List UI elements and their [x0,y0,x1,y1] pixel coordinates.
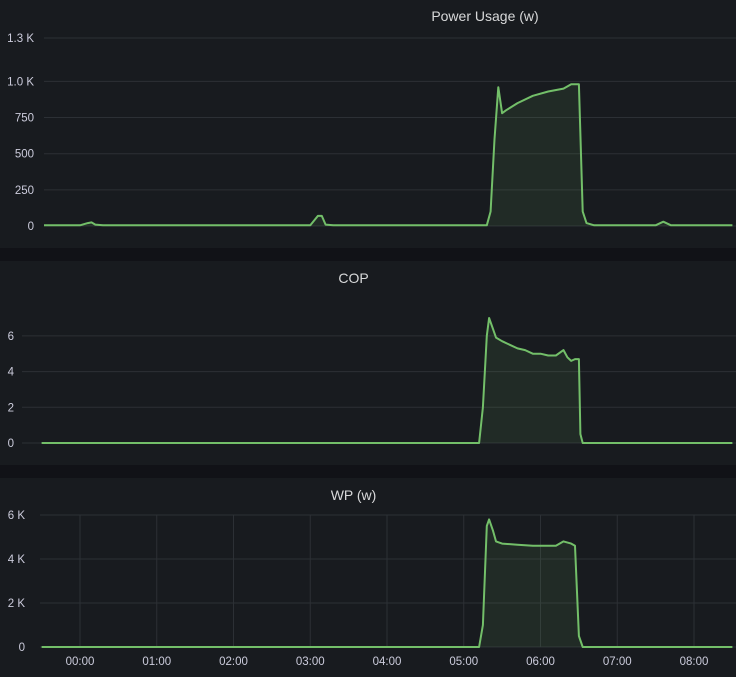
cop-title: COP [338,270,369,286]
y-tick-label: 0 [8,438,14,450]
power-usage-title: Power Usage (w) [431,8,539,24]
x-tick-label: 05:00 [449,656,478,668]
x-tick-label: 03:00 [296,656,325,668]
y-tick-label: 1.3 K [7,33,34,45]
series-line [44,83,733,227]
x-tick-label: 06:00 [526,656,555,668]
power-usage-panel: Power Usage (w) 0 250 500 750 1.0 K 1.3 K [0,0,736,248]
wp-panel: WP (w) 0 2 K 4 K 6 K 00:00 01:00 02:00 03:00 04:… [0,478,736,677]
y-tick-label: 2 K [8,598,26,610]
y-tick-label: 1.0 K [7,76,34,88]
y-tick-label: 500 [15,149,34,161]
series-area [41,519,733,647]
series-area [44,84,733,226]
x-tick-label: 02:00 [219,656,248,668]
x-tick-label: 08:00 [680,656,709,668]
power-usage-chart: 0 250 500 750 1.0 K 1.3 K [7,33,736,233]
y-tick-label: 6 K [8,510,26,522]
x-tick-label: 04:00 [373,656,402,668]
y-tick-label: 750 [15,113,34,125]
y-tick-label: 0 [19,642,25,654]
series-area [41,318,733,443]
series-line [41,317,733,444]
wp-chart: 0 2 K 4 K 6 K 00:00 01:00 02:00 03:00 04:00 05:00… [8,510,736,668]
y-tick-label: 0 [28,221,34,233]
y-tick-label: 4 [8,367,15,379]
y-tick-label: 250 [15,185,34,197]
y-tick-label: 4 K [8,554,26,566]
x-tick-label: 01:00 [142,656,171,668]
y-tick-label: 6 [8,331,14,343]
y-tick-label: 2 [8,402,14,414]
x-tick-label: 00:00 [66,656,95,668]
cop-chart: 0 2 4 6 [8,317,736,450]
wp-title: WP (w) [330,487,377,503]
series-line [41,518,733,648]
x-tick-label: 07:00 [603,656,632,668]
cop-panel: COP 0 2 4 6 [0,261,736,465]
